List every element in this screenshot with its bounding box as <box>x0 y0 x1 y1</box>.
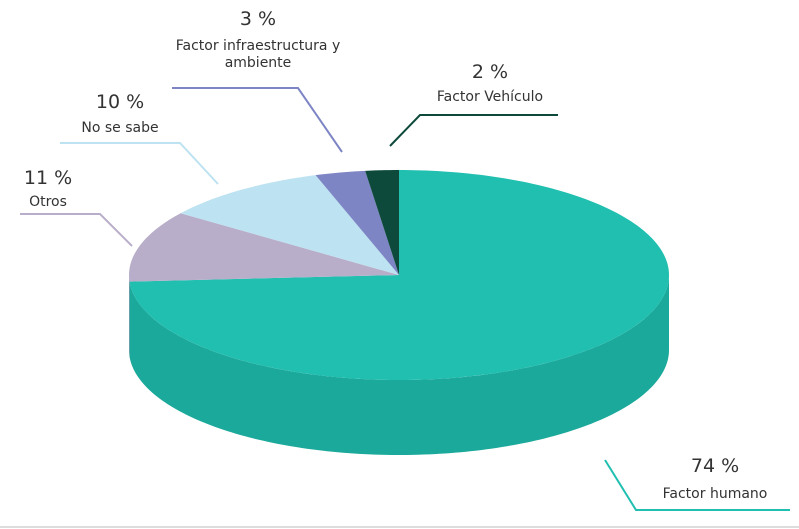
slice <box>365 170 399 275</box>
category-label: Factor infraestructura y ambiente <box>175 38 341 71</box>
slice-side <box>129 275 130 357</box>
value-label: 74 % <box>690 455 740 477</box>
value-label: 3 % <box>239 8 277 30</box>
category-label: Factor humano <box>662 486 768 502</box>
category-label: Otros <box>29 194 67 210</box>
slice <box>129 170 669 380</box>
leader-line <box>20 213 133 247</box>
slice <box>315 170 399 275</box>
leader-line <box>604 459 790 511</box>
slice-side <box>129 275 669 455</box>
value-label: 11 % <box>23 167 73 189</box>
leader-line <box>60 142 219 185</box>
value-label: 10 % <box>95 91 145 113</box>
category-label: Factor Vehículo <box>436 89 544 105</box>
slice <box>129 213 399 282</box>
slice <box>180 175 399 275</box>
leader-line <box>389 114 558 147</box>
value-label: 2 % <box>471 61 509 83</box>
leader-line <box>172 87 343 153</box>
category-label: No se sabe <box>81 120 159 136</box>
